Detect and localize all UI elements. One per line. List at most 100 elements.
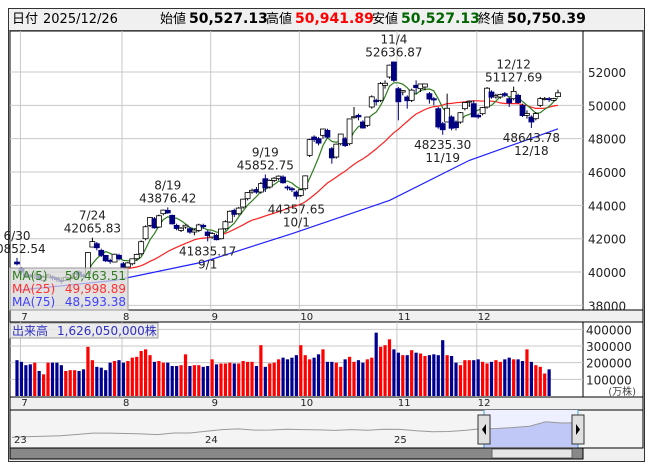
volume-axis-area bbox=[582, 321, 644, 398]
candle-up bbox=[484, 87, 490, 108]
candle-down bbox=[116, 254, 122, 260]
navigator-scroll-thumb[interactable] bbox=[491, 448, 573, 459]
candle-down bbox=[426, 93, 433, 100]
volume-bar bbox=[427, 355, 432, 396]
candle-down bbox=[284, 186, 291, 189]
volume-month-tick-label: 12 bbox=[478, 398, 491, 409]
volume-bar bbox=[418, 353, 423, 396]
candle-up bbox=[306, 139, 313, 156]
volume-bar bbox=[121, 362, 126, 396]
volume-bar bbox=[467, 360, 471, 396]
candle-up bbox=[555, 92, 561, 97]
range-navigator[interactable]: 23 24 25 bbox=[9, 409, 644, 460]
candle-up bbox=[129, 258, 136, 265]
price-tick-label: 40000 bbox=[588, 266, 626, 280]
legend-box bbox=[9, 267, 129, 311]
annotation-date: 9/1 bbox=[198, 257, 217, 271]
candle-up bbox=[191, 229, 198, 233]
month-axis-strip bbox=[9, 309, 644, 323]
candle-down bbox=[102, 254, 109, 262]
price-axis: 38000 40000 42000 44000 46000 48000 50000 52000 bbox=[588, 66, 626, 313]
volume-bar bbox=[476, 359, 480, 396]
volume-bar bbox=[449, 356, 454, 396]
volume-bar bbox=[538, 366, 542, 396]
annotation-value: 43876.42 bbox=[139, 191, 196, 205]
price-tick-label: 38000 bbox=[588, 299, 626, 313]
candle-down bbox=[435, 108, 442, 128]
volume-bar bbox=[454, 362, 458, 396]
legend-ma5-label: MA(5) bbox=[12, 269, 48, 283]
annotation-value: 41835.17 bbox=[179, 244, 236, 258]
volume-bar bbox=[285, 359, 290, 396]
volume-month-strip bbox=[9, 396, 644, 411]
volume-bar bbox=[268, 363, 272, 396]
candle-up bbox=[333, 143, 340, 158]
volume-bar bbox=[485, 363, 489, 396]
volume-bar bbox=[543, 373, 547, 396]
volume-legend-label: 出来高 bbox=[12, 323, 48, 338]
candle-up bbox=[226, 210, 233, 223]
candle-up bbox=[479, 107, 486, 115]
candle-up bbox=[346, 118, 353, 145]
volume-bar bbox=[387, 339, 392, 396]
volume-bar bbox=[197, 365, 201, 396]
volume-bar bbox=[356, 360, 361, 396]
candle-up bbox=[532, 113, 539, 120]
candle-down bbox=[528, 116, 535, 123]
candle-down bbox=[280, 176, 286, 184]
annotation-value: 44357.65 bbox=[268, 202, 325, 216]
candle-up bbox=[408, 89, 415, 101]
close-value: 50,750.39 bbox=[507, 11, 586, 27]
volume-legend: 出来高 1,626,050,000株 bbox=[9, 322, 159, 339]
annotation-date: 11/19 bbox=[425, 151, 460, 165]
date-label: 日付 bbox=[12, 12, 39, 27]
open-value: 50,527.13 bbox=[189, 11, 268, 27]
volume-bar bbox=[183, 354, 188, 396]
volume-bar bbox=[232, 363, 236, 396]
month-tick-label: 8 bbox=[123, 312, 129, 323]
volume-bar bbox=[396, 352, 400, 396]
volume-bar bbox=[135, 356, 139, 396]
candle-up bbox=[302, 175, 309, 190]
annotation-date: 6/30 bbox=[4, 229, 31, 243]
candle-down bbox=[311, 136, 318, 140]
volume-bar bbox=[42, 374, 46, 396]
candle-up bbox=[222, 221, 229, 230]
volume-bar bbox=[161, 362, 165, 396]
candle-up bbox=[195, 224, 202, 231]
navigator-scrollbar[interactable] bbox=[9, 447, 584, 460]
legend-ma75-value: 48,593.38 bbox=[65, 295, 126, 309]
candle-up bbox=[271, 177, 278, 181]
annotation-date: 11/4 bbox=[380, 32, 407, 46]
candle-up bbox=[297, 189, 304, 196]
volume-bar bbox=[77, 371, 81, 396]
volume-bar bbox=[290, 357, 294, 396]
candle-up bbox=[138, 241, 145, 255]
volume-bar bbox=[73, 370, 77, 396]
volume-bar bbox=[126, 361, 130, 396]
volume-bar bbox=[334, 362, 338, 396]
volume-bar bbox=[90, 360, 94, 396]
volume-bar bbox=[481, 361, 485, 396]
volume-bar bbox=[339, 366, 343, 396]
candle-up bbox=[133, 253, 140, 260]
candle-up bbox=[178, 227, 184, 231]
volume-bar bbox=[223, 363, 228, 396]
volume-bar bbox=[494, 360, 498, 396]
volume-bar bbox=[37, 371, 41, 396]
volume-bar bbox=[325, 361, 330, 396]
candle-down bbox=[519, 104, 526, 117]
candle-down bbox=[501, 93, 508, 96]
candle-down bbox=[391, 61, 397, 81]
volume-bar bbox=[370, 357, 374, 396]
candle-down bbox=[173, 224, 180, 229]
volume-bar bbox=[294, 355, 298, 396]
volume-bar bbox=[166, 362, 170, 396]
annotation-value: 48235.30 bbox=[414, 138, 471, 152]
candle-down bbox=[475, 114, 482, 118]
volume-bar bbox=[81, 369, 86, 396]
volume-bar bbox=[250, 361, 254, 396]
volume-bar bbox=[46, 362, 50, 396]
volume-bar bbox=[374, 332, 378, 396]
